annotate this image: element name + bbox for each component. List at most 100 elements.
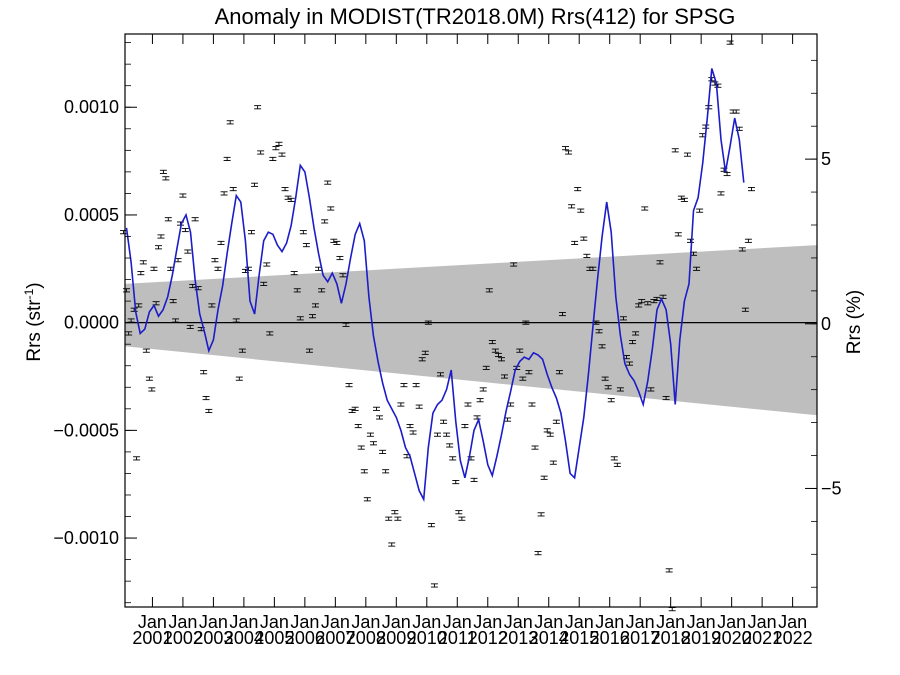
x-tick-label-month: Jan (748, 612, 777, 632)
data-point (179, 193, 187, 198)
data-point (354, 424, 362, 429)
data-point (339, 273, 347, 278)
data-point (281, 187, 289, 192)
data-point (656, 260, 664, 265)
data-point (516, 348, 524, 353)
data-point (638, 299, 646, 304)
x-tick-label-year: 2008 (346, 628, 386, 648)
data-point (510, 262, 518, 267)
data-point (299, 230, 307, 235)
x-tick-label-year: 2005 (254, 628, 294, 648)
data-point (424, 320, 432, 325)
data-point (191, 217, 199, 222)
data-point (263, 262, 271, 267)
x-tick-label-year: 2017 (620, 628, 660, 648)
data-point (488, 339, 496, 345)
data-point (412, 383, 420, 388)
data-point (385, 516, 393, 521)
data-point (142, 348, 150, 353)
data-point (558, 311, 566, 317)
data-point (308, 314, 316, 319)
data-point (540, 475, 548, 480)
x-tick-label-month: Jan (260, 612, 289, 632)
data-point (723, 171, 731, 177)
data-point (644, 301, 652, 306)
data-point (491, 348, 499, 353)
data-point (200, 370, 208, 375)
data-point (162, 176, 170, 181)
x-tick-label-year: 2018 (651, 628, 691, 648)
data-point (125, 331, 133, 336)
data-point (501, 374, 509, 379)
data-point (363, 497, 371, 502)
data-point (157, 234, 165, 239)
data-point (626, 361, 634, 366)
data-point (248, 230, 256, 235)
y-axis-label-sup: -1 (22, 288, 36, 299)
data-point (616, 387, 624, 392)
data-point (537, 512, 545, 517)
data-point (137, 271, 145, 276)
data-point (127, 318, 135, 323)
data-point (229, 187, 237, 192)
data-point (379, 449, 387, 454)
y-axis-label-main: Rrs (str (24, 299, 45, 362)
y-tick-label: −0.0005 (53, 420, 119, 440)
x-tick-label-month: Jan (473, 612, 502, 632)
x-tick-label-year: 2003 (193, 628, 233, 648)
data-point (610, 456, 618, 461)
data-point (376, 415, 384, 420)
data-point (738, 247, 746, 252)
data-point (485, 288, 493, 293)
data-point (635, 303, 643, 308)
x-tick-label-month: Jan (717, 612, 746, 632)
data-point (135, 303, 143, 308)
data-point (123, 288, 131, 293)
y2-axis-label: Rrs (%) (844, 290, 865, 354)
data-point (324, 180, 332, 185)
x-tick-label-year: 2012 (468, 628, 508, 648)
data-point (522, 320, 530, 325)
data-point (665, 568, 673, 573)
x-tick-label-year: 2010 (407, 628, 447, 648)
data-point (266, 331, 274, 336)
x-tick-label-month: Jan (626, 612, 655, 632)
data-point (449, 456, 457, 461)
data-point (330, 238, 338, 243)
data-point (452, 480, 460, 485)
data-point (211, 258, 219, 263)
data-point (318, 288, 326, 293)
x-tick-label-month: Jan (382, 612, 411, 632)
data-point (464, 402, 472, 407)
data-point (650, 299, 658, 304)
data-point (366, 432, 374, 437)
data-point (235, 376, 243, 381)
x-tick-label-month: Jan (138, 612, 167, 632)
data-point (327, 206, 335, 211)
x-tick-label-month: Jan (595, 612, 624, 632)
data-point (589, 266, 597, 271)
data-point (290, 271, 298, 276)
data-point (534, 551, 542, 556)
data-point (391, 510, 399, 515)
x-tick-label-month: Jan (504, 612, 533, 632)
data-point (613, 462, 621, 467)
data-point (205, 408, 213, 414)
data-point (421, 350, 429, 355)
data-point (275, 141, 283, 146)
x-tick-label-year: 2016 (590, 628, 630, 648)
data-point (632, 331, 640, 336)
data-point (693, 266, 701, 271)
data-point (680, 197, 688, 202)
x-tick-label-month: Jan (290, 612, 319, 632)
data-point (443, 432, 451, 437)
data-point (333, 240, 341, 246)
data-point (482, 365, 490, 370)
data-point (409, 430, 417, 435)
data-point (641, 206, 649, 211)
data-point (119, 230, 127, 235)
y-axis-right: 5 0 −5 (805, 59, 842, 588)
x-tick-label-month: Jan (656, 612, 685, 632)
data-point (519, 376, 527, 381)
data-point (479, 387, 487, 392)
